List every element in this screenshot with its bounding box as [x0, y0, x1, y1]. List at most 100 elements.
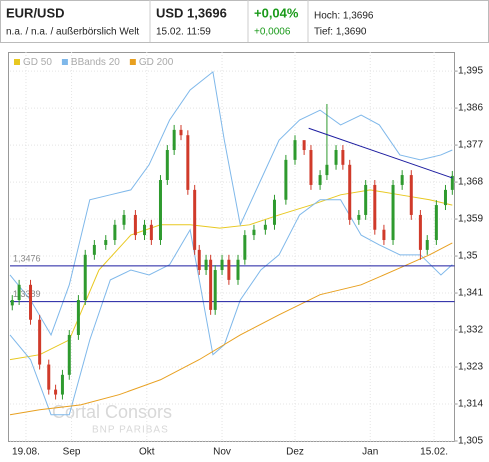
y-tick-label: 1,323 — [458, 362, 483, 373]
indicator-line — [9, 71, 453, 337]
legend-swatch — [61, 59, 68, 65]
candle-body — [197, 249, 201, 271]
candle-body — [133, 214, 137, 236]
change-abs: +0,0006 — [254, 27, 291, 38]
watermark: BNP PARIBAS — [92, 425, 169, 436]
y-tick-label: 1,332 — [458, 325, 483, 336]
x-tick-label: Nov — [213, 447, 231, 458]
candle-body — [302, 140, 306, 151]
candle-body — [284, 159, 288, 200]
candle-body — [104, 240, 108, 245]
legend-swatch — [129, 59, 136, 65]
x-tick-label: 19.08. — [12, 447, 40, 458]
candle-body — [341, 150, 345, 165]
candle-body — [391, 184, 395, 241]
candle-body — [38, 319, 42, 365]
y-tick-label: 1,341 — [458, 288, 483, 299]
indicator-line — [9, 242, 453, 416]
candle-body — [243, 235, 247, 260]
high: Hoch: 1,3696 — [314, 11, 374, 22]
y-tick-label: 1,395 — [458, 66, 483, 77]
x-tick-label: 15.02. — [420, 447, 448, 458]
candle-body — [149, 224, 153, 241]
candle-body — [213, 270, 217, 310]
candle-body — [418, 214, 422, 250]
candle-body — [83, 254, 87, 301]
x-tick-label: Jan — [362, 447, 378, 458]
candle-body — [309, 150, 313, 185]
x-tick-label: Sep — [63, 447, 81, 458]
candle-body — [204, 259, 208, 271]
candle-body — [193, 189, 197, 250]
candle-body — [76, 300, 80, 335]
candle-body — [357, 214, 361, 220]
candle-body — [373, 184, 377, 230]
candle-body — [220, 259, 224, 271]
legend-label: GD 200 — [139, 57, 174, 68]
y-tick-label: 1,35 — [458, 251, 478, 262]
candle-body — [172, 129, 176, 151]
candle-body — [92, 244, 96, 255]
candle-body — [113, 224, 117, 241]
candle-body — [158, 180, 162, 241]
candle-body — [47, 364, 51, 390]
indicator-line — [9, 189, 453, 361]
x-tick-label: Okt — [139, 447, 155, 458]
low: Tief: 1,3690 — [314, 27, 367, 38]
y-tick-label: 1,305 — [458, 436, 483, 447]
candle-body — [143, 224, 147, 236]
candle-body — [10, 300, 14, 306]
candle-body — [450, 175, 454, 190]
candle-body — [334, 150, 338, 165]
candle-body — [122, 214, 126, 225]
change-pct: +0,04% — [254, 5, 299, 20]
legend-label: GD 50 — [23, 57, 52, 68]
level-label: 1,3476 — [13, 253, 41, 263]
candle-body — [272, 199, 276, 225]
candle-body — [54, 389, 58, 395]
exchange: n.a. / n.a. / außerbörslich Welt — [6, 27, 139, 38]
candle-body — [348, 164, 352, 220]
candle-body — [263, 224, 267, 230]
candle-body — [325, 164, 329, 176]
plot: Cortal Consors BNP PARIBAS 1,395 1,386 1,377… — [9, 52, 483, 458]
x-tick-label: Dez — [286, 447, 304, 458]
candle-body — [165, 150, 169, 181]
level-label: 1,3389 — [13, 289, 41, 299]
candle-body — [29, 284, 33, 320]
y-tick-label: 1,314 — [458, 399, 483, 410]
y-tick-label: 1,386 — [458, 103, 483, 114]
candle-body — [293, 140, 297, 160]
candle-body — [400, 175, 404, 185]
candle-body — [382, 229, 386, 241]
candle-body — [425, 240, 429, 250]
candle-body — [236, 259, 240, 280]
watermark: Cortal Consors — [52, 402, 172, 422]
candle-body — [409, 175, 413, 215]
trendline — [308, 127, 453, 179]
candle-body — [443, 189, 447, 206]
candle-body — [17, 284, 21, 301]
symbol: EUR/USD — [6, 5, 65, 20]
candle-body — [67, 334, 71, 375]
legend-swatch — [14, 59, 20, 65]
candle-body — [179, 129, 183, 136]
candle-body — [252, 229, 256, 236]
candle-body — [209, 259, 213, 310]
candle-body — [318, 175, 322, 185]
y-tick-label: 1,368 — [458, 177, 483, 188]
candle-body — [60, 374, 64, 395]
time: 15.02. 11:59 — [156, 27, 211, 38]
legend-label: BBands 20 — [71, 57, 120, 68]
y-tick-label: 1,377 — [458, 140, 483, 151]
indicator-line — [9, 199, 453, 416]
header-box — [0, 0, 489, 43]
y-tick-label: 1,359 — [458, 214, 483, 225]
candle-body — [434, 205, 438, 241]
candle-body — [227, 259, 231, 280]
candle-body — [186, 135, 190, 190]
candle-body — [364, 184, 368, 215]
price: USD 1,3696 — [156, 5, 227, 20]
plot-frame — [8, 52, 455, 442]
